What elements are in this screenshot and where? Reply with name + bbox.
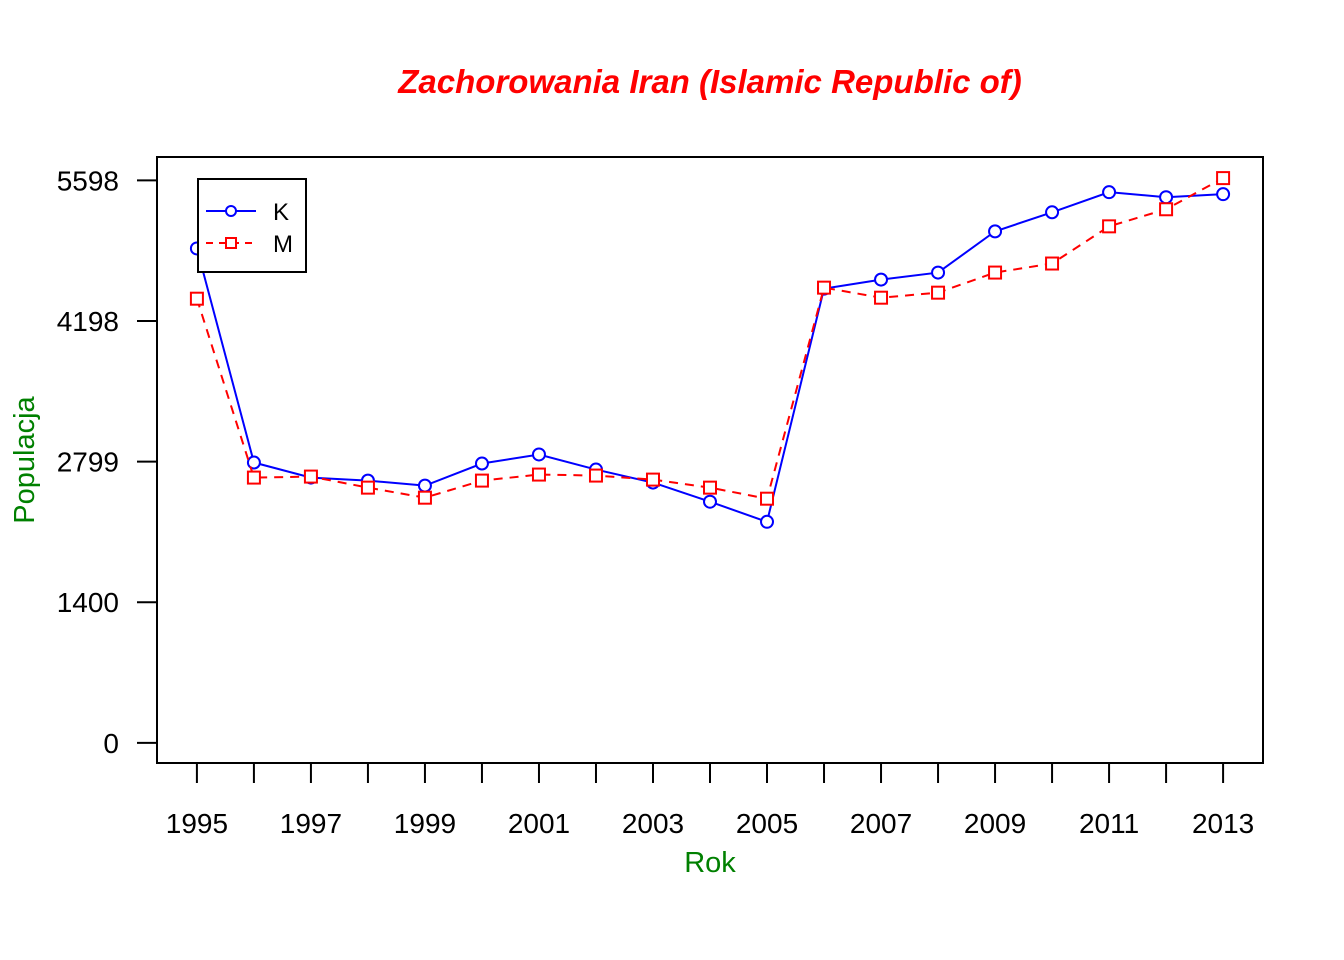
point-K-2012 [1159, 190, 1174, 205]
point-M-2004 [703, 480, 717, 495]
point-M-2012 [1159, 202, 1174, 217]
point-K-2000 [474, 456, 489, 471]
point-M-2008 [931, 285, 946, 300]
point-K-1999 [417, 478, 432, 493]
x-tick-label-2001: 2001 [508, 808, 570, 839]
point-M-2000 [474, 473, 489, 488]
point-M-1996 [246, 470, 261, 485]
series-layer [189, 171, 1231, 529]
point-K-2010 [1045, 205, 1060, 220]
legend-label-K: K [273, 199, 289, 226]
x-tick-label-2013: 2013 [1192, 808, 1254, 839]
x-tick-label-2005: 2005 [736, 808, 798, 839]
point-K-2004 [703, 494, 717, 509]
point-M-2001 [531, 467, 546, 482]
y-tick-label-3: 4198 [57, 306, 119, 337]
plot-area [156, 156, 1264, 764]
point-M-2011 [1102, 219, 1117, 234]
point-M-1999 [417, 490, 432, 505]
legend-marker-M [225, 237, 237, 249]
y-axis-label: Populacja [9, 395, 41, 523]
legend-marker-K [225, 205, 237, 217]
point-K-2009 [988, 224, 1003, 239]
point-M-2010 [1045, 256, 1060, 271]
point-M-2002 [588, 468, 603, 483]
point-M-1998 [360, 480, 375, 495]
legend-box [197, 178, 307, 273]
y-axis: 0 1400 2799 4198 5598 [57, 165, 157, 759]
point-K-2013 [1216, 187, 1231, 202]
y-tick-label-0: 0 [103, 728, 119, 759]
x-tick-label-1999: 1999 [394, 808, 456, 839]
x-tick-label-1997: 1997 [280, 808, 342, 839]
chart-title: Zachorowania Iran (Islamic Republic of) [397, 63, 1021, 100]
series-M [189, 171, 1231, 506]
point-M-2007 [874, 290, 889, 305]
point-M-2003 [645, 472, 660, 487]
point-M-1997 [303, 469, 318, 484]
y-tick-label-2: 2799 [57, 447, 119, 478]
y-tick-label-4: 5598 [57, 165, 119, 196]
plot-frame [156, 156, 1264, 764]
point-M-2009 [988, 265, 1003, 280]
point-M-2013 [1216, 171, 1231, 186]
x-tick-label-2003: 2003 [622, 808, 684, 839]
point-K-2005 [760, 514, 775, 529]
x-axis-label: Rok [684, 847, 736, 879]
x-tick-label-2007: 2007 [850, 808, 912, 839]
point-K-2011 [1102, 185, 1117, 200]
point-K-2007 [874, 272, 889, 287]
x-tick-label-1995: 1995 [166, 808, 228, 839]
x-tick-label-2009: 2009 [964, 808, 1026, 839]
point-M-2005 [760, 491, 775, 506]
point-K-2001 [531, 447, 546, 462]
point-M-1995 [189, 291, 204, 306]
legend: KM [197, 178, 307, 273]
point-K-1996 [246, 455, 261, 470]
x-axis: 1995 1997 1999 2001 2003 2005 2007 2009 2011 2013 [166, 763, 1254, 839]
series-line-M [195, 177, 1224, 500]
point-M-2006 [817, 280, 832, 295]
series-line-K [195, 191, 1224, 524]
y-tick-label-1: 1400 [57, 587, 119, 618]
x-tick-label-2011: 2011 [1079, 808, 1139, 839]
legend-label-M: M [273, 231, 293, 258]
point-K-2008 [931, 265, 946, 280]
series-K [189, 185, 1231, 529]
